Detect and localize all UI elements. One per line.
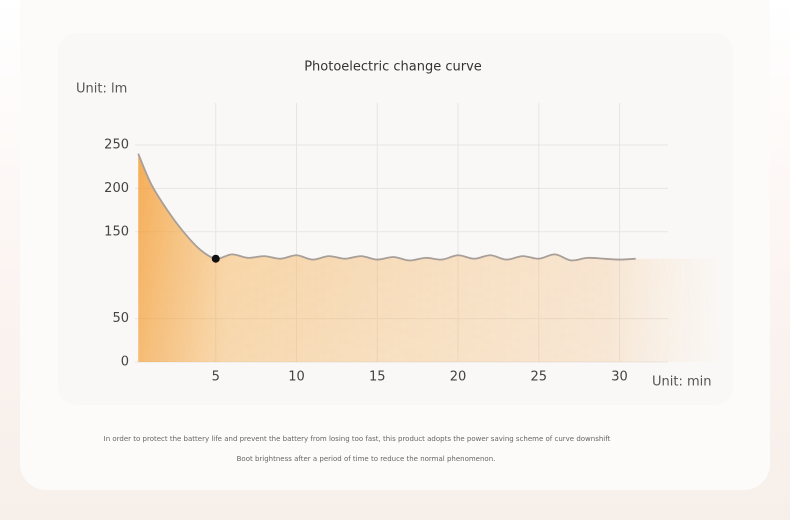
y-tick-label: 200 <box>104 181 129 196</box>
chart-title: Photoelectric change curve <box>304 60 482 75</box>
x-tick-label: 5 <box>212 370 220 385</box>
footnote: Boot brightness after a period of time t… <box>237 455 496 463</box>
x-axis-label: Unit: min <box>652 375 712 390</box>
y-tick-label: 0 <box>121 355 129 370</box>
y-tick-label: 150 <box>104 224 129 239</box>
footnote: In order to protect the battery life and… <box>104 435 611 443</box>
x-tick-label: 10 <box>288 370 305 385</box>
area-fill <box>138 153 726 362</box>
x-tick-label: 20 <box>450 370 467 385</box>
x-tick-label: 25 <box>531 370 548 385</box>
y-axis-label: Unit: lm <box>76 82 127 97</box>
y-tick-label: 250 <box>104 138 129 153</box>
x-tick-label: 15 <box>369 370 386 385</box>
y-tick-label: 50 <box>112 311 129 326</box>
x-tick-label: 30 <box>611 370 628 385</box>
highlight-point <box>211 254 220 263</box>
